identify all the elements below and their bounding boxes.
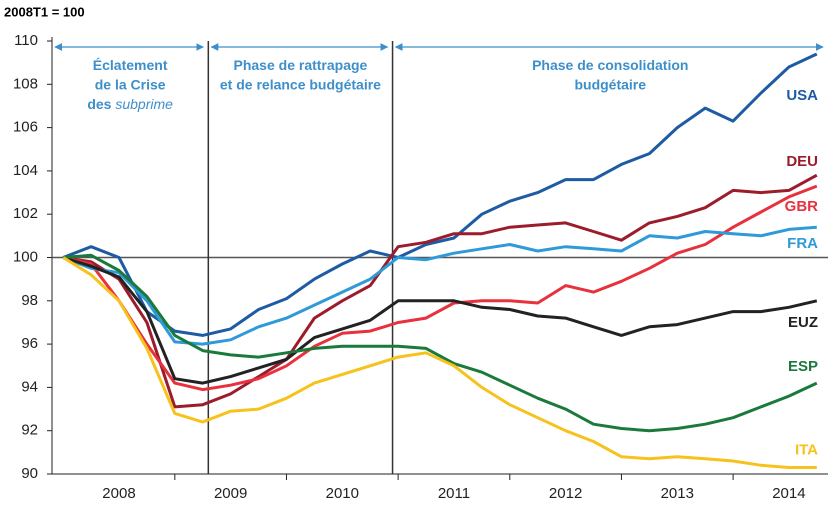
y-tick-label: 106 xyxy=(13,119,38,136)
series-label: ITA xyxy=(795,441,818,458)
phase-label: des subprime xyxy=(87,96,173,112)
series-line xyxy=(63,253,818,433)
x-tick-label: 2008 xyxy=(102,485,135,502)
y-tick-label: 102 xyxy=(13,205,38,222)
x-tick-label: 2014 xyxy=(772,485,805,502)
y-tick-label: 94 xyxy=(21,378,38,395)
y-tick-label: 96 xyxy=(21,335,38,352)
x-tick-label: 2011 xyxy=(438,485,470,502)
y-tick-label: 108 xyxy=(13,75,38,92)
series-label: ESP xyxy=(788,358,818,375)
series-line xyxy=(62,173,818,409)
phase-label: budgétaire xyxy=(574,76,646,92)
x-tick-label: 2012 xyxy=(549,485,582,502)
series-line xyxy=(62,184,818,392)
phase-label: et de relance budgétaire xyxy=(220,76,381,92)
phase-label-text: de la Crise xyxy=(95,76,166,92)
phase-label-text: budgétaire xyxy=(574,76,646,92)
y-tick-label: 98 xyxy=(21,292,38,309)
unit-label: 2008T1 = 100 xyxy=(4,4,85,19)
phase-label-text: et de relance budgétaire xyxy=(220,76,381,92)
series-line xyxy=(62,52,818,337)
phase-label-text: Phase de rattrapage xyxy=(234,57,368,73)
phase-label: Phase de rattrapage xyxy=(234,57,368,73)
series-label: GBR xyxy=(785,198,819,215)
phase-label: Phase de consolidation xyxy=(532,57,688,73)
y-tick-label: 104 xyxy=(13,162,38,179)
phase-label-italic: subprime xyxy=(115,96,173,112)
series-line xyxy=(62,256,818,385)
y-tick-label: 110 xyxy=(14,32,38,49)
x-tick-label: 2009 xyxy=(214,485,247,502)
phase-label: Éclatement xyxy=(93,57,168,73)
series-label: USA xyxy=(786,87,818,104)
series-label: FRA xyxy=(787,235,818,252)
series-line xyxy=(62,256,817,469)
phase-label: de la Crise xyxy=(95,76,166,92)
x-tick-label: 2010 xyxy=(326,485,359,502)
series-label: DEU xyxy=(786,153,818,170)
x-tick-label: 2013 xyxy=(661,485,694,502)
y-tick-label: 90 xyxy=(21,465,38,482)
y-tick-label: 100 xyxy=(13,248,38,265)
phase-label-text: Phase de consolidation xyxy=(532,57,688,73)
phase-label-text: des xyxy=(87,96,111,112)
phase-label-text: Éclatement xyxy=(93,57,168,73)
series-label: EUZ xyxy=(788,314,818,331)
y-tick-label: 92 xyxy=(21,422,38,439)
